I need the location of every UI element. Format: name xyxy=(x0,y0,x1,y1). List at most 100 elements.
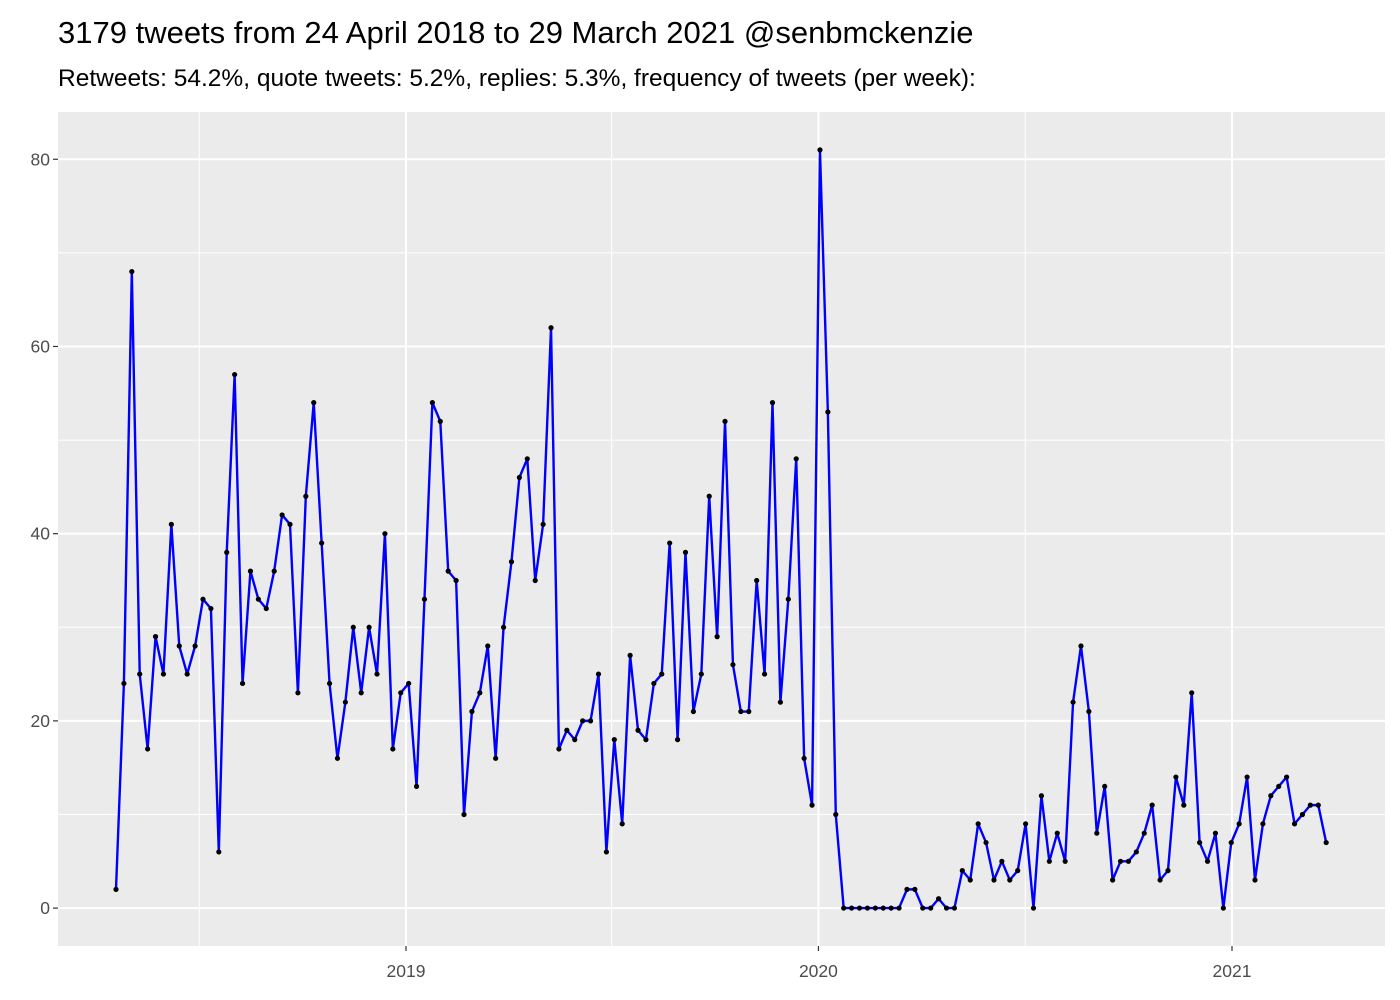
data-point xyxy=(334,755,341,761)
data-point xyxy=(445,568,451,574)
data-point xyxy=(999,858,1005,864)
data-point xyxy=(991,877,997,883)
data-point xyxy=(809,802,815,808)
data-point xyxy=(825,409,831,415)
data-point xyxy=(382,531,388,537)
data-point xyxy=(311,400,317,406)
data-point xyxy=(801,755,807,761)
data-point xyxy=(595,671,602,677)
data-point xyxy=(1030,905,1037,911)
data-point xyxy=(1149,802,1155,808)
series xyxy=(113,147,1329,911)
data-point xyxy=(295,690,301,696)
data-point xyxy=(1007,877,1013,883)
data-point xyxy=(1125,858,1132,864)
data-point xyxy=(690,708,696,715)
data-point xyxy=(841,905,847,911)
data-point xyxy=(1189,690,1195,696)
data-point xyxy=(769,400,776,406)
data-point xyxy=(754,577,760,584)
data-point xyxy=(453,577,459,584)
data-point xyxy=(627,652,633,658)
data-point xyxy=(698,671,704,677)
chart-title: 3179 tweets from 24 April 2018 to 29 Mar… xyxy=(58,15,973,50)
data-point xyxy=(129,268,135,275)
data-point xyxy=(548,325,554,331)
data-point xyxy=(1220,905,1226,911)
data-point xyxy=(920,905,926,911)
data-point xyxy=(493,755,499,761)
data-point xyxy=(1023,821,1029,827)
data-point xyxy=(706,493,712,499)
data-point xyxy=(208,605,214,612)
data-point xyxy=(1212,830,1219,836)
data-point xyxy=(152,634,159,640)
data-point xyxy=(1094,830,1100,836)
data-point xyxy=(477,690,483,696)
x-tick-label: 2019 xyxy=(387,961,426,981)
data-point xyxy=(279,512,285,518)
data-point xyxy=(864,905,871,911)
data-point xyxy=(516,474,522,481)
data-point xyxy=(271,568,277,574)
data-point xyxy=(1054,830,1060,836)
data-point xyxy=(1157,877,1163,883)
data-point xyxy=(959,868,965,874)
axes: 0 20 40 60 80 2019 2020 2021 xyxy=(31,149,1252,981)
data-point xyxy=(1291,821,1298,827)
data-point xyxy=(176,643,182,649)
data-point xyxy=(761,671,768,677)
data-point xyxy=(350,624,356,630)
data-point xyxy=(247,568,254,574)
x-tick-label: 2020 xyxy=(799,961,838,981)
data-point xyxy=(540,521,546,527)
data-point xyxy=(485,643,491,649)
data-point xyxy=(429,400,435,406)
data-point xyxy=(580,718,586,724)
data-point xyxy=(793,456,799,462)
data-point xyxy=(437,418,443,424)
data-point xyxy=(904,886,910,892)
data-point xyxy=(833,811,839,818)
data-point xyxy=(967,877,973,883)
data-point xyxy=(738,708,744,715)
data-point xyxy=(1315,802,1321,808)
data-point xyxy=(1038,793,1045,799)
y-tick-label: 60 xyxy=(31,336,51,356)
data-point xyxy=(137,671,143,677)
data-point xyxy=(1236,821,1242,827)
data-point xyxy=(168,521,174,527)
data-point xyxy=(912,886,918,892)
data-point xyxy=(1086,708,1092,715)
data-point xyxy=(532,577,538,584)
data-point xyxy=(983,839,989,846)
data-point xyxy=(500,624,507,630)
data-point xyxy=(1181,802,1187,808)
data-point xyxy=(587,718,594,724)
data-point xyxy=(255,596,261,602)
chart-subtitle: Retweets: 54.2%, quote tweets: 5.2%, rep… xyxy=(58,65,976,92)
data-point xyxy=(872,905,878,911)
data-point xyxy=(730,662,736,668)
data-point xyxy=(777,699,784,705)
data-point xyxy=(461,811,467,818)
data-point xyxy=(121,680,127,687)
data-point xyxy=(936,896,942,902)
data-point xyxy=(572,737,578,743)
data-point xyxy=(1165,868,1171,874)
series-line xyxy=(114,148,1328,910)
data-point xyxy=(1062,858,1068,864)
data-point xyxy=(398,690,404,696)
data-point xyxy=(682,549,689,556)
data-point xyxy=(856,905,863,911)
data-point xyxy=(1284,774,1290,780)
data-point xyxy=(817,147,823,153)
data-point xyxy=(1046,858,1052,864)
data-point xyxy=(113,886,119,892)
data-point xyxy=(1323,839,1329,846)
data-point xyxy=(1117,858,1124,864)
data-point xyxy=(746,708,752,715)
data-point xyxy=(651,680,657,687)
data-point xyxy=(1276,783,1282,790)
